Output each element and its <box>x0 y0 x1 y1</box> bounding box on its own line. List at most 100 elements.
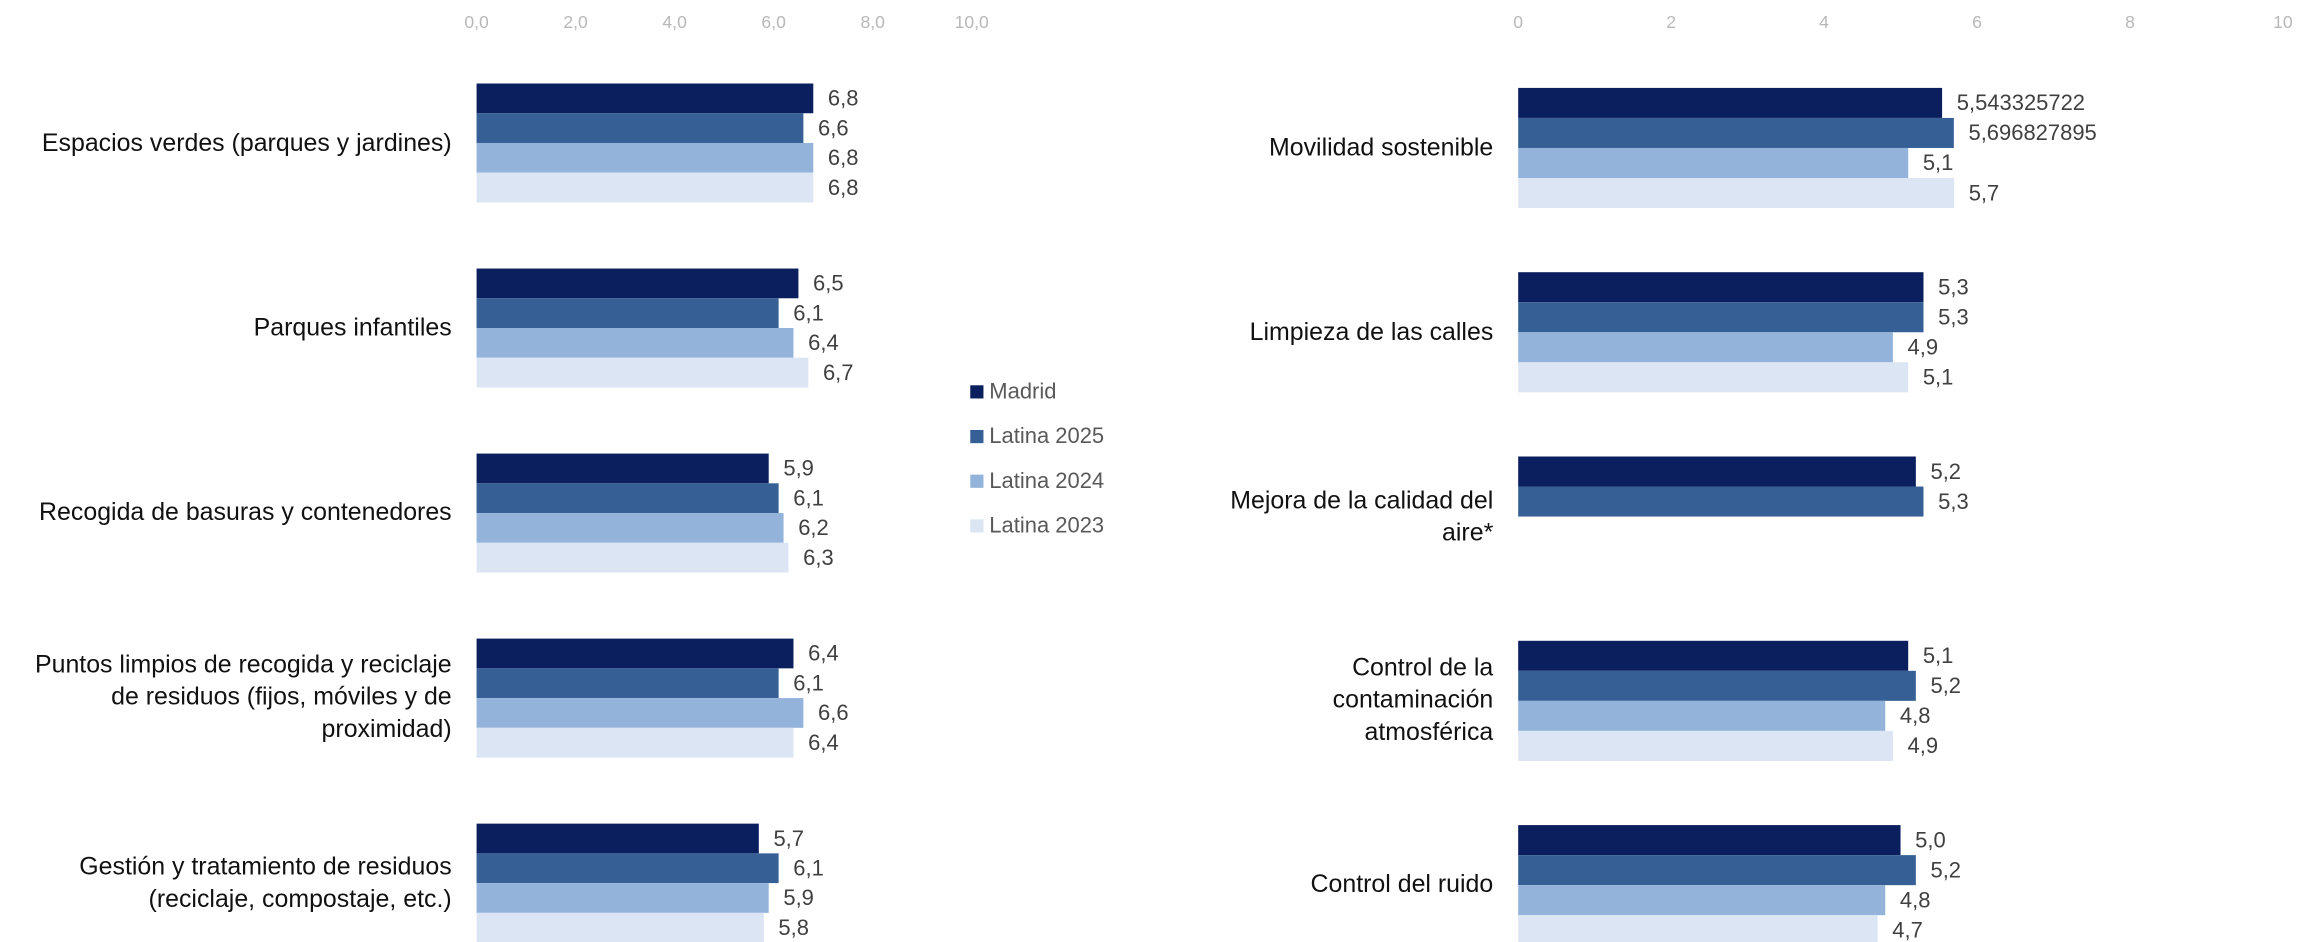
value-label: 5,696827895 <box>1968 120 2096 145</box>
bar <box>476 172 814 203</box>
legend-label: Latina 2024 <box>989 468 1104 493</box>
category-label: Control del ruido <box>1310 870 1494 899</box>
category-label-box: Gestión y tratamiento de residuos (recic… <box>79 852 452 913</box>
value-label: 6,4 <box>808 730 839 755</box>
value-label: 5,1 <box>1923 365 1954 390</box>
category-label: Control de la contaminación atmosférica <box>1332 653 1494 747</box>
bar <box>1518 486 1924 517</box>
bar <box>1518 885 1886 916</box>
legend-swatch <box>970 385 984 399</box>
bar <box>1518 332 1893 363</box>
legend-swatch <box>970 474 984 488</box>
value-label: 4,8 <box>1900 887 1931 912</box>
value-label: 5,2 <box>1930 459 1961 484</box>
value-label: 6,5 <box>813 271 844 296</box>
value-label: 5,1 <box>1923 643 1954 668</box>
value-label: 4,9 <box>1908 733 1939 758</box>
bar <box>1518 117 1954 148</box>
value-label: 6,3 <box>803 545 834 570</box>
value-label: 6,8 <box>828 145 859 170</box>
category-label: Gestión y tratamiento de residuos (recic… <box>79 852 452 913</box>
x-tick-label: 8 <box>2125 12 2135 32</box>
bar <box>476 912 764 942</box>
x-tick-label: 4,0 <box>662 12 687 32</box>
bar <box>1518 915 1878 942</box>
bar <box>1518 640 1909 671</box>
value-label: 6,7 <box>823 360 854 385</box>
value-label: 6,1 <box>793 300 824 325</box>
legend-label: Madrid <box>989 378 1056 403</box>
value-label: 6,1 <box>793 855 824 880</box>
bar <box>1518 147 1909 178</box>
value-label: 5,9 <box>783 885 814 910</box>
bar <box>1518 87 1943 118</box>
bar <box>1518 700 1886 731</box>
x-tick-label: 2 <box>1666 12 1676 32</box>
value-label: 5,0 <box>1915 827 1946 852</box>
category-label-box: Puntos limpios de recogida y reciclaje d… <box>34 651 452 744</box>
bar <box>1518 302 1924 333</box>
value-label: 6,1 <box>793 485 824 510</box>
value-label: 4,8 <box>1900 703 1931 728</box>
bar <box>476 298 779 329</box>
x-tick-label: 4 <box>1819 12 1829 32</box>
bar <box>1518 825 1901 856</box>
category-label: Parques infantiles <box>253 313 452 342</box>
category-label-box: Mejora de la calidad del aire* <box>1230 486 1493 546</box>
category-label: Recogida de basuras y contenedores <box>39 498 452 527</box>
category-label-box: Limpieza de las calles <box>1249 317 1494 346</box>
value-label: 5,3 <box>1938 489 1969 514</box>
x-tick-label: 8,0 <box>860 12 885 32</box>
bar <box>476 453 769 484</box>
bar <box>476 823 759 854</box>
category-label: Puntos limpios de recogida y reciclaje d… <box>34 651 452 744</box>
bar <box>1518 362 1909 393</box>
category-label-box: Parques infantiles <box>253 313 452 342</box>
bar <box>476 113 804 143</box>
bar <box>1518 730 1893 761</box>
category-label-box: Espacios verdes (parques y jardines) <box>42 128 452 156</box>
bar <box>476 853 779 884</box>
bar <box>476 357 809 388</box>
category-label: Limpieza de las calles <box>1249 317 1494 346</box>
category-label: Movilidad sostenible <box>1268 133 1494 162</box>
category-label-box: Movilidad sostenible <box>1268 133 1494 162</box>
value-label: 6,1 <box>793 670 824 695</box>
x-tick-label: 0 <box>1513 12 1523 32</box>
bar <box>476 883 769 913</box>
legend-swatch <box>970 519 984 533</box>
legend-swatch <box>970 429 984 444</box>
value-label: 5,7 <box>1969 180 2000 205</box>
bar <box>1518 272 1924 303</box>
legend-label: Latina 2023 <box>989 512 1104 537</box>
bar <box>476 142 814 173</box>
x-tick-label: 6,0 <box>761 12 786 32</box>
value-label: 5,3 <box>1938 274 1969 299</box>
bar <box>476 668 779 699</box>
value-label: 5,2 <box>1930 673 1961 698</box>
bar <box>476 542 789 573</box>
category-label-box: Control de la contaminación atmosférica <box>1332 653 1494 747</box>
value-label: 5,8 <box>778 915 809 940</box>
value-label: 5,2 <box>1930 857 1961 882</box>
x-tick-label: 10 <box>2273 12 2293 32</box>
value-label: 6,2 <box>798 515 829 540</box>
bar <box>476 638 794 669</box>
value-label: 5,9 <box>783 456 814 481</box>
value-label: 6,6 <box>818 700 849 725</box>
x-tick-label: 2,0 <box>563 12 588 32</box>
value-label: 4,7 <box>1892 917 1923 942</box>
bar <box>476 698 804 728</box>
x-tick-label: 0,0 <box>464 12 489 32</box>
bar <box>1518 670 1916 701</box>
category-label-box: Control del ruido <box>1310 870 1494 899</box>
x-tick-label: 10,0 <box>955 12 989 32</box>
value-label: 6,8 <box>828 175 859 200</box>
value-label: 6,6 <box>818 115 849 140</box>
bar <box>476 483 779 514</box>
category-label-box: Recogida de basuras y contenedores <box>39 498 452 527</box>
bar <box>1518 855 1916 886</box>
bar <box>476 328 794 358</box>
x-tick-label: 6 <box>1972 12 1982 32</box>
bar <box>476 727 794 758</box>
